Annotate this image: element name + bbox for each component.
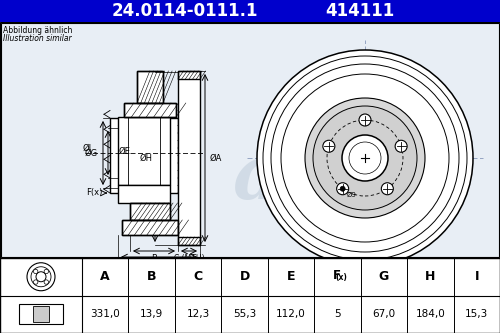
Text: G: G [379,270,389,283]
Bar [0,258,500,333]
Text: 331,0: 331,0 [90,309,120,319]
Text: Ø9: Ø9 [346,192,356,198]
Bar [137,71,163,103]
Text: 67,0: 67,0 [372,309,396,319]
Bar [178,237,200,245]
Bar [0,0,500,22]
Circle shape [382,183,394,195]
Bar [110,118,178,193]
Circle shape [395,140,407,152]
Bar [122,220,178,235]
Circle shape [44,280,48,284]
Circle shape [34,280,38,284]
Text: F(x): F(x) [86,188,102,197]
Text: 12,3: 12,3 [186,309,210,319]
Text: ØA: ØA [210,154,222,163]
Text: 13,9: 13,9 [140,309,164,319]
Text: D: D [118,260,124,269]
Bar [118,185,170,203]
Bar [1,23,499,257]
Text: I: I [474,270,479,283]
Text: B: B [147,270,156,283]
Bar [137,71,163,103]
Text: 5: 5 [334,309,341,319]
Text: ØH: ØH [140,154,153,163]
Bar [178,71,200,79]
Bar [124,103,176,117]
Text: E: E [287,270,295,283]
Bar [19,304,63,324]
Text: 414111: 414111 [326,2,394,20]
Circle shape [305,98,425,218]
Bar [130,203,170,220]
Bar [122,220,178,235]
Text: ØE: ØE [118,147,130,156]
Bar [124,103,176,117]
Text: Illustration similar: Illustration similar [3,34,71,43]
Text: ate: ate [234,141,366,215]
Text: 112,0: 112,0 [276,309,306,319]
Text: H: H [425,270,436,283]
Bar [33,306,49,322]
Text: 15,3: 15,3 [465,309,488,319]
Text: (x): (x) [336,273,347,282]
Text: A: A [100,270,110,283]
Text: 24.0114-0111.1: 24.0114-0111.1 [112,2,258,20]
Text: ØG: ØG [85,149,98,158]
Circle shape [342,135,388,181]
Text: B: B [151,254,157,263]
Text: C (MTH): C (MTH) [174,254,204,263]
Circle shape [36,272,46,282]
Circle shape [313,106,417,210]
Text: F: F [332,269,340,282]
Text: C: C [194,270,202,283]
Circle shape [34,269,38,274]
Bar [178,71,200,245]
Circle shape [44,269,48,274]
Bar [118,117,170,185]
Text: 184,0: 184,0 [416,309,445,319]
Text: 55,3: 55,3 [233,309,256,319]
Circle shape [323,140,335,152]
Text: D: D [240,270,250,283]
Bar [130,203,170,220]
Circle shape [359,114,371,126]
Text: ØI: ØI [83,144,92,153]
Text: Abbildung ähnlich: Abbildung ähnlich [3,26,72,35]
Circle shape [27,263,55,291]
Circle shape [336,183,348,195]
Bar [0,22,500,258]
Circle shape [257,50,473,266]
Circle shape [340,186,345,191]
